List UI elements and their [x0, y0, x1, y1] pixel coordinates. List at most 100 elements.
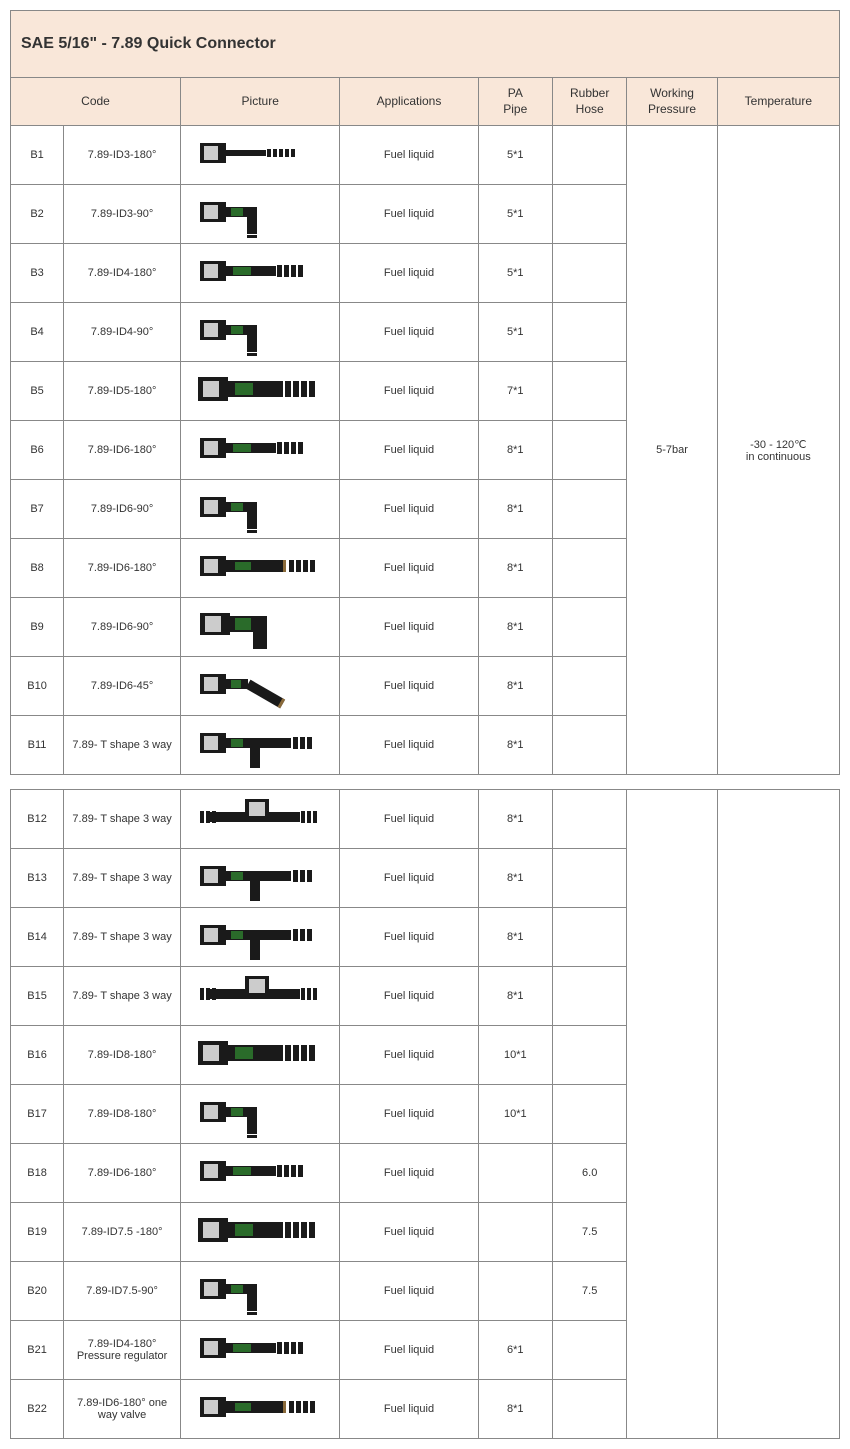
cell-application: Fuel liquid	[340, 185, 478, 244]
cell-id: B4	[11, 303, 64, 362]
cell-pa-pipe: 8*1	[478, 421, 552, 480]
cell-code: 7.89-ID3-90°	[64, 185, 181, 244]
cell-picture	[181, 244, 340, 303]
cell-id: B2	[11, 185, 64, 244]
connector-table: SAE 5/16" - 7.89 Quick ConnectorCodePict…	[10, 10, 840, 1439]
cell-pa-pipe: 8*1	[478, 716, 552, 775]
cell-application: Fuel liquid	[340, 790, 478, 849]
header-pa-pipe: PAPipe	[478, 78, 552, 126]
cell-id: B17	[11, 1085, 64, 1144]
cell-application: Fuel liquid	[340, 244, 478, 303]
cell-picture	[181, 303, 340, 362]
cell-pa-pipe: 5*1	[478, 126, 552, 185]
cell-rubber-hose	[552, 421, 626, 480]
cell-id: B20	[11, 1262, 64, 1321]
cell-id: B16	[11, 1026, 64, 1085]
cell-code: 7.89-ID6-180° one way valve	[64, 1380, 181, 1439]
cell-id: B12	[11, 790, 64, 849]
cell-picture	[181, 480, 340, 539]
cell-rubber-hose	[552, 244, 626, 303]
header-applications: Applications	[340, 78, 478, 126]
header-rubber-hose: RubberHose	[552, 78, 626, 126]
cell-application: Fuel liquid	[340, 126, 478, 185]
cell-id: B22	[11, 1380, 64, 1439]
cell-id: B7	[11, 480, 64, 539]
cell-application: Fuel liquid	[340, 716, 478, 775]
cell-rubber-hose: 7.5	[552, 1203, 626, 1262]
cell-pa-pipe	[478, 1203, 552, 1262]
table-row: B127.89- T shape 3 wayFuel liquid8*1	[11, 790, 840, 849]
cell-picture	[181, 908, 340, 967]
cell-picture	[181, 362, 340, 421]
cell-picture	[181, 849, 340, 908]
cell-working-pressure: 5-7bar	[627, 126, 717, 775]
cell-picture	[181, 126, 340, 185]
header-code: Code	[11, 78, 181, 126]
cell-pa-pipe: 8*1	[478, 1380, 552, 1439]
cell-id: B15	[11, 967, 64, 1026]
table-row: B17.89-ID3-180°Fuel liquid5*15-7bar-30 -…	[11, 126, 840, 185]
cell-application: Fuel liquid	[340, 1321, 478, 1380]
header-temperature: Temperature	[717, 78, 839, 126]
cell-picture	[181, 1321, 340, 1380]
cell-id: B14	[11, 908, 64, 967]
cell-application: Fuel liquid	[340, 1144, 478, 1203]
cell-rubber-hose: 6.0	[552, 1144, 626, 1203]
cell-rubber-hose	[552, 598, 626, 657]
cell-code: 7.89- T shape 3 way	[64, 908, 181, 967]
cell-picture	[181, 1026, 340, 1085]
cell-pa-pipe: 8*1	[478, 849, 552, 908]
cell-code: 7.89- T shape 3 way	[64, 716, 181, 775]
cell-id: B21	[11, 1321, 64, 1380]
cell-application: Fuel liquid	[340, 1203, 478, 1262]
cell-application: Fuel liquid	[340, 1026, 478, 1085]
cell-pa-pipe: 5*1	[478, 303, 552, 362]
cell-rubber-hose	[552, 790, 626, 849]
cell-picture	[181, 716, 340, 775]
cell-id: B19	[11, 1203, 64, 1262]
cell-code: 7.89-ID3-180°	[64, 126, 181, 185]
cell-pa-pipe	[478, 1262, 552, 1321]
cell-pa-pipe: 8*1	[478, 539, 552, 598]
cell-code: 7.89-ID7.5 -180°	[64, 1203, 181, 1262]
cell-rubber-hose	[552, 908, 626, 967]
cell-id: B3	[11, 244, 64, 303]
cell-picture	[181, 1144, 340, 1203]
cell-id: B18	[11, 1144, 64, 1203]
cell-pa-pipe: 6*1	[478, 1321, 552, 1380]
cell-code: 7.89-ID5-180°	[64, 362, 181, 421]
cell-application: Fuel liquid	[340, 539, 478, 598]
cell-code: 7.89-ID4-180°	[64, 244, 181, 303]
cell-id: B11	[11, 716, 64, 775]
cell-rubber-hose	[552, 303, 626, 362]
cell-pa-pipe: 8*1	[478, 657, 552, 716]
cell-code: 7.89-ID4-180° Pressure regulator	[64, 1321, 181, 1380]
cell-pa-pipe: 8*1	[478, 480, 552, 539]
cell-code: 7.89- T shape 3 way	[64, 967, 181, 1026]
cell-application: Fuel liquid	[340, 1380, 478, 1439]
cell-code: 7.89-ID4-90°	[64, 303, 181, 362]
header-picture: Picture	[181, 78, 340, 126]
cell-id: B5	[11, 362, 64, 421]
cell-code: 7.89-ID6-90°	[64, 480, 181, 539]
cell-id: B6	[11, 421, 64, 480]
cell-rubber-hose	[552, 362, 626, 421]
cell-pa-pipe: 8*1	[478, 967, 552, 1026]
cell-pa-pipe: 7*1	[478, 362, 552, 421]
cell-code: 7.89-ID6-180°	[64, 421, 181, 480]
cell-id: B8	[11, 539, 64, 598]
cell-application: Fuel liquid	[340, 1085, 478, 1144]
cell-rubber-hose: 7.5	[552, 1262, 626, 1321]
cell-code: 7.89-ID6-45°	[64, 657, 181, 716]
cell-pa-pipe: 10*1	[478, 1085, 552, 1144]
cell-rubber-hose	[552, 657, 626, 716]
cell-picture	[181, 1085, 340, 1144]
cell-code: 7.89-ID6-180°	[64, 1144, 181, 1203]
cell-rubber-hose	[552, 539, 626, 598]
cell-picture	[181, 1262, 340, 1321]
cell-temperature	[717, 790, 839, 1439]
cell-pa-pipe: 10*1	[478, 1026, 552, 1085]
cell-picture	[181, 790, 340, 849]
cell-rubber-hose	[552, 849, 626, 908]
cell-rubber-hose	[552, 1380, 626, 1439]
